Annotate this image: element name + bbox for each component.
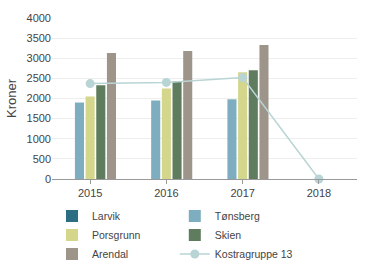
svg-text:2018: 2018 <box>307 187 331 199</box>
svg-text:4000: 4000 <box>27 12 51 24</box>
svg-text:1500: 1500 <box>27 112 51 124</box>
svg-text:2500: 2500 <box>27 72 51 84</box>
svg-text:2017: 2017 <box>230 187 254 199</box>
svg-text:3500: 3500 <box>27 32 51 44</box>
svg-text:Porsgrunn: Porsgrunn <box>92 229 141 241</box>
svg-text:Kroner: Kroner <box>4 78 19 118</box>
svg-text:3000: 3000 <box>27 52 51 64</box>
svg-text:500: 500 <box>33 153 51 165</box>
svg-text:2016: 2016 <box>154 187 178 199</box>
svg-text:Kostragruppe 13: Kostragruppe 13 <box>215 248 293 260</box>
svg-text:2000: 2000 <box>27 92 51 104</box>
svg-text:0: 0 <box>45 173 51 185</box>
svg-text:2015: 2015 <box>78 187 102 199</box>
svg-text:Tønsberg: Tønsberg <box>215 210 260 222</box>
svg-text:1000: 1000 <box>27 133 51 145</box>
svg-text:Larvik: Larvik <box>92 210 121 222</box>
svg-text:Arendal: Arendal <box>92 248 128 260</box>
svg-text:Skien: Skien <box>215 229 241 241</box>
